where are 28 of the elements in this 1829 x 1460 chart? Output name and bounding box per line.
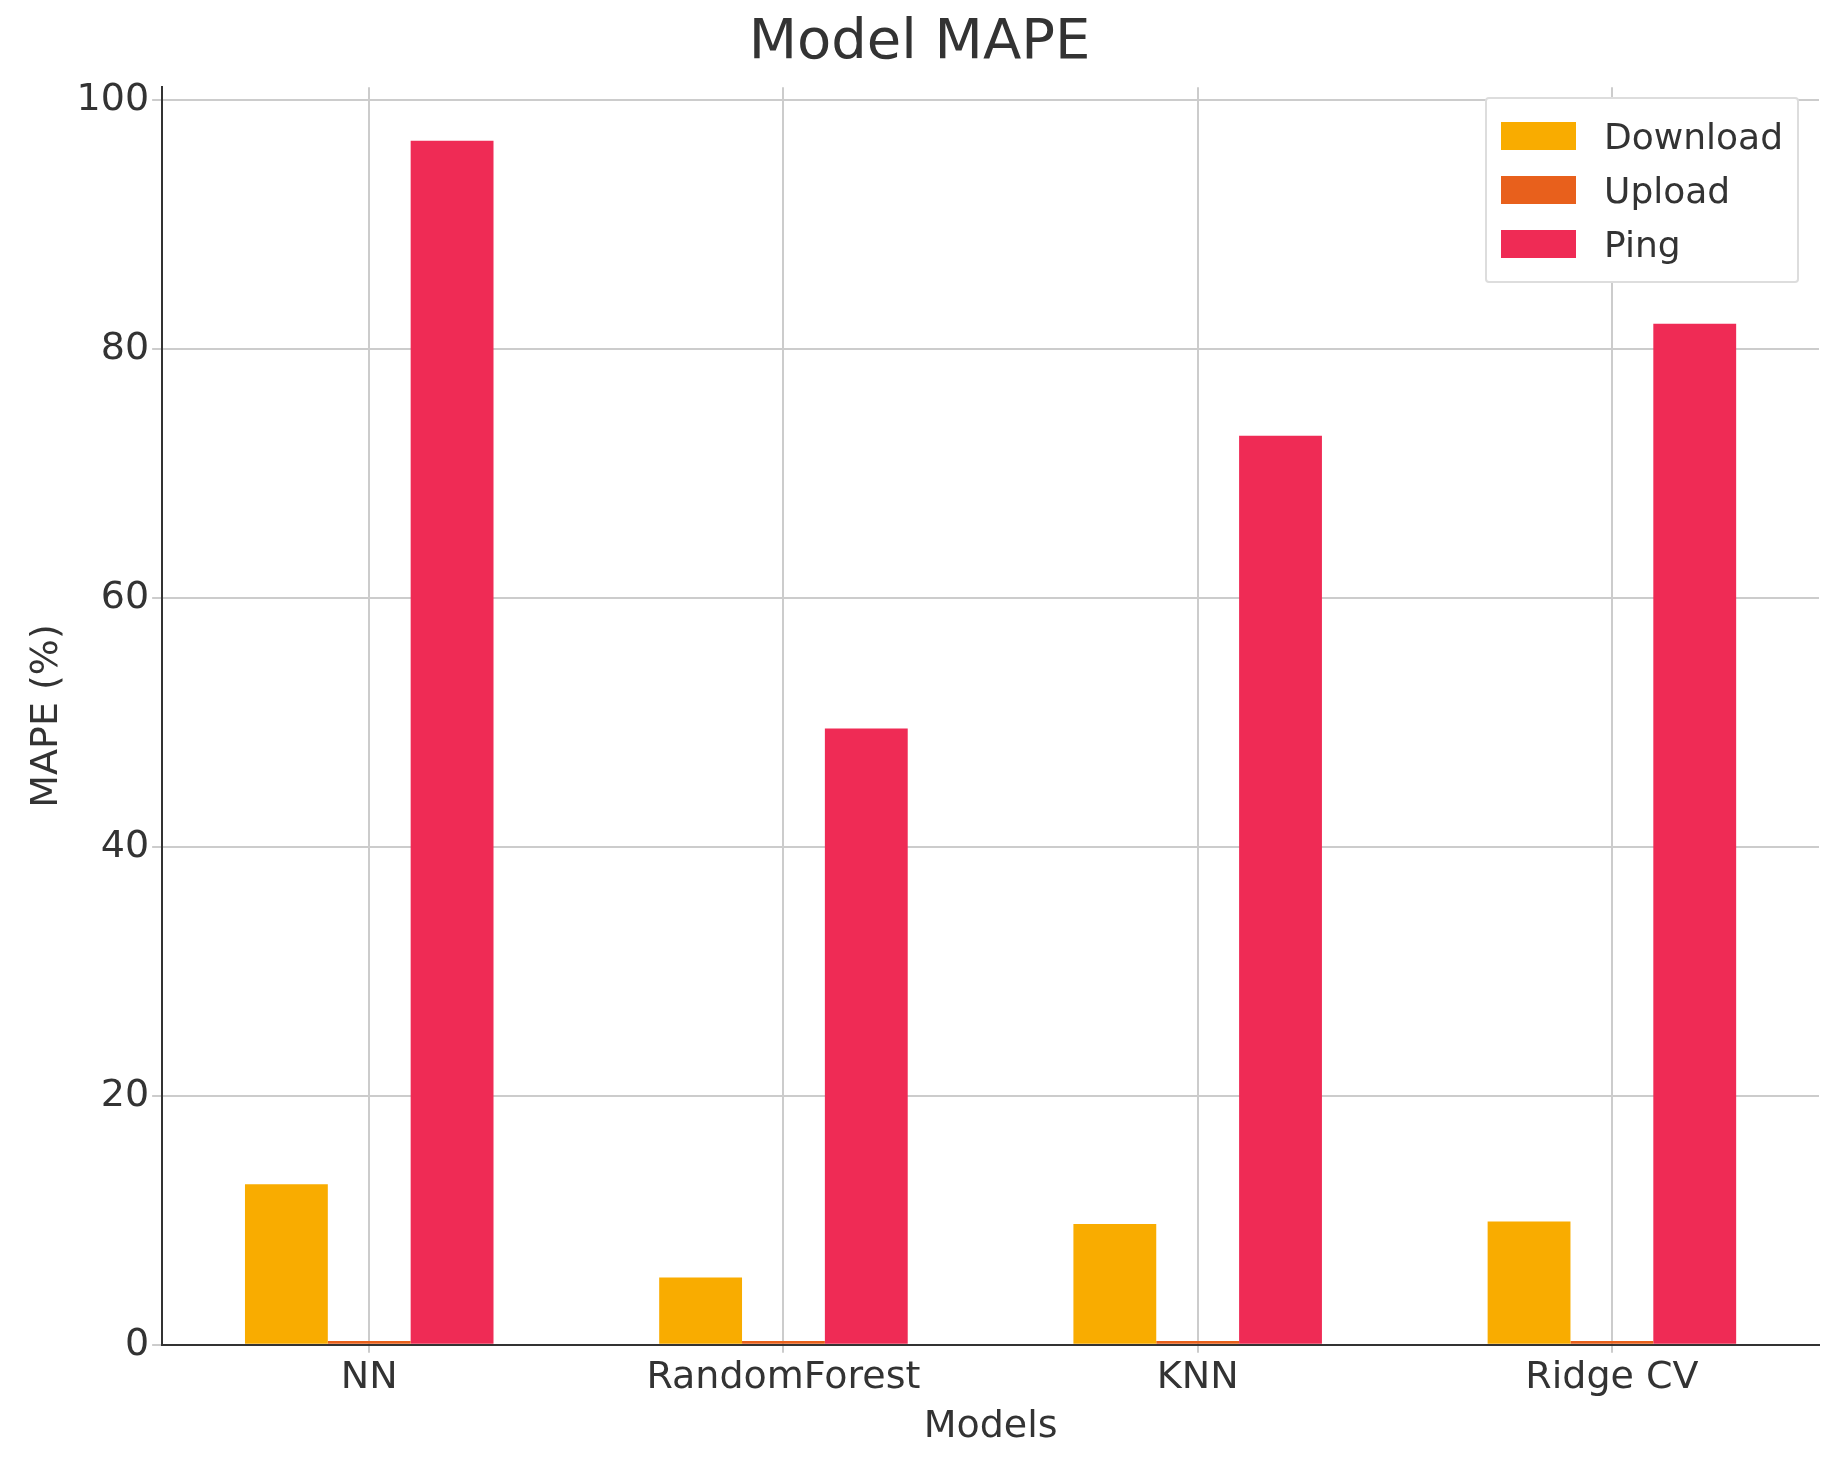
y-axis-title: MAPE (%) — [21, 624, 66, 808]
bar — [1487, 1221, 1571, 1344]
bar — [659, 1277, 743, 1344]
y-tick-label: 100 — [76, 74, 150, 119]
chart-title: Model MAPE — [748, 6, 1091, 72]
legend-label: Upload — [1604, 169, 1731, 211]
bar — [1570, 1341, 1654, 1344]
x-tick-label: RandomForest — [646, 1353, 921, 1398]
legend-label: Ping — [1604, 223, 1681, 265]
bar — [1156, 1341, 1240, 1344]
x-axis-title: Models — [923, 1402, 1058, 1447]
bar — [1073, 1224, 1157, 1344]
x-tick-label: NN — [340, 1353, 398, 1398]
y-tick-label: 60 — [100, 572, 150, 617]
y-tick-label: 80 — [100, 323, 150, 368]
bar — [742, 1341, 825, 1344]
y-tick-label: 20 — [100, 1070, 150, 1115]
y-tick-label: 0 — [124, 1319, 150, 1364]
bar — [1653, 323, 1737, 1344]
x-tick-label: Ridge CV — [1525, 1353, 1699, 1398]
legend-label: Download — [1604, 115, 1783, 157]
bar — [824, 728, 908, 1344]
bar — [244, 1184, 328, 1344]
bar — [1239, 435, 1322, 1344]
y-tick-label: 40 — [100, 821, 150, 866]
x-tick-label: KNN — [1156, 1353, 1239, 1398]
bar — [410, 140, 494, 1344]
bar — [327, 1341, 411, 1344]
